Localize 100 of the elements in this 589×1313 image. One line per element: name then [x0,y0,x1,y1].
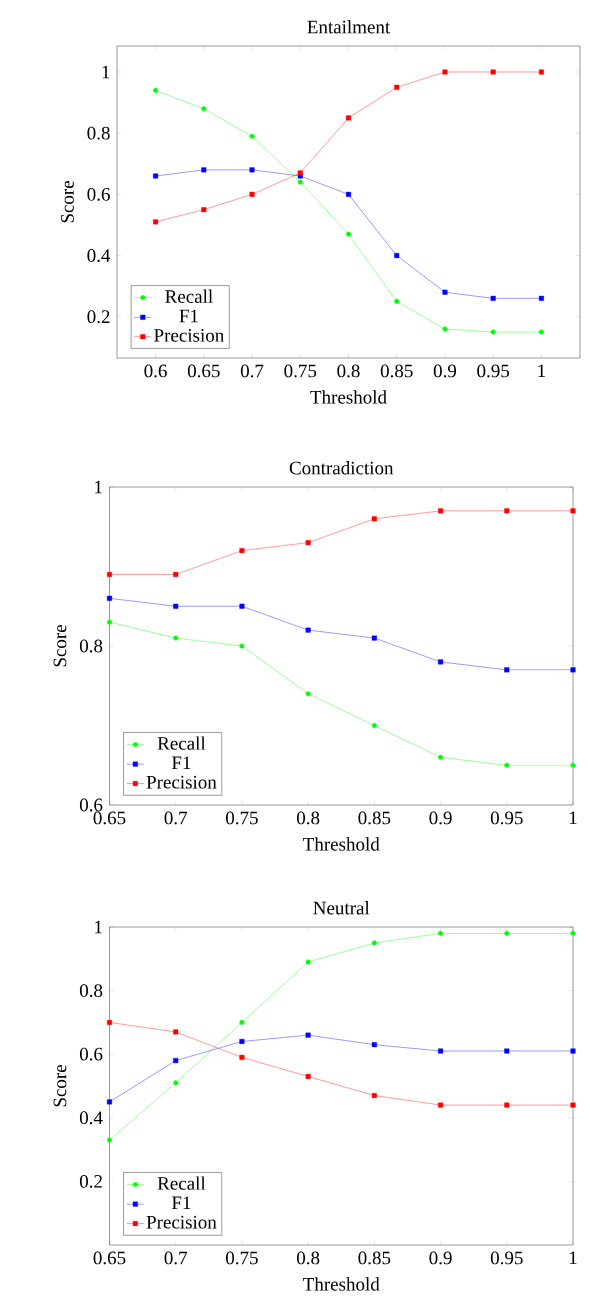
y-tick-label: 0.6 [79,1047,103,1061]
point [305,540,311,546]
point [107,1019,112,1025]
chart-title: Neutral [313,901,370,915]
point [438,754,444,760]
point [371,723,377,729]
point [305,691,311,697]
point [346,231,351,237]
point [173,1058,179,1064]
point [239,1054,245,1060]
y-tick-label: 0.8 [79,984,103,998]
point [504,1048,510,1054]
point [538,69,544,75]
point [504,508,510,514]
y-axis-title: Score [61,181,74,223]
point [490,329,496,335]
point [305,1032,311,1038]
legend-label: Precision [146,1215,217,1229]
x-tick-label: 0.8 [296,811,320,825]
point [438,1048,444,1054]
point [504,667,510,673]
point [305,627,311,633]
x-tick-label: 1 [538,364,546,378]
y-tick-label: 0.8 [87,126,110,140]
point [173,1080,179,1086]
point [538,329,544,335]
x-tick-label: 0.65 [93,1251,126,1265]
point [538,295,544,301]
legend-label: F1 [179,309,198,323]
point [239,1038,245,1044]
y-tick-label: 0.8 [79,639,103,653]
point [107,595,112,601]
point [239,603,245,609]
x-tick-label: 0.9 [433,364,457,378]
point [239,548,245,554]
x-tick-label: 0.95 [477,364,510,378]
point [305,959,311,965]
x-tick-label: 0.65 [187,364,220,378]
point [297,179,303,185]
point [570,508,576,514]
point [442,289,448,295]
point [153,173,159,179]
y-tick-label: 0.4 [87,249,111,262]
legend-label: Recall [157,1176,206,1190]
point [249,133,255,139]
point [201,167,207,173]
point [442,326,448,332]
point [107,1137,112,1143]
y-tick-label: 0.4 [79,1111,103,1125]
x-tick-label: 0.75 [226,1251,258,1265]
point [201,106,207,112]
point [371,635,377,641]
x-tick-label: 0.85 [380,364,413,378]
point [394,253,400,259]
point [107,619,112,625]
chart-title: Contradiction [289,461,394,475]
point [239,643,245,649]
point [438,659,444,665]
y-tick-label: 1 [95,480,102,494]
legend-label: Precision [154,329,224,342]
x-tick-label: 1 [569,811,577,825]
point [107,571,112,577]
point [570,930,576,936]
x-tick-label: 0.95 [490,1251,523,1265]
x-axis-title: Threshold [303,837,380,851]
x-tick-label: 0.9 [429,811,452,825]
legend-label: Precision [146,775,217,789]
point [438,930,444,936]
y-tick-label: 0.6 [79,798,103,812]
legend-label: F1 [171,1196,191,1209]
x-tick-label: 0.9 [429,1251,452,1265]
x-tick-label: 0.8 [337,364,360,378]
point [371,516,377,522]
y-tick-label: 1 [102,65,110,79]
legend-label: Recall [165,289,213,303]
point [371,1042,377,1048]
point [438,1102,444,1108]
point [173,603,179,609]
x-tick-label: 0.75 [284,364,317,378]
point [107,1099,112,1105]
point [438,508,444,514]
y-axis-title: Score [53,1065,67,1107]
y-tick-label: 0.2 [79,1174,102,1188]
chart-title: Entailment [307,20,391,34]
x-tick-label: 0.7 [164,1251,188,1265]
y-axis-title: Score [53,625,67,667]
y-tick-label: 0.2 [87,310,110,324]
point [442,69,448,75]
point [201,207,207,213]
point [490,295,496,301]
legend-label: F1 [171,756,191,769]
point [153,87,159,93]
point [346,115,351,121]
x-tick-label: 1 [569,1251,577,1265]
y-tick-label: 0.6 [87,187,110,201]
x-tick-label: 0.95 [490,811,523,825]
x-tick-label: 0.75 [226,811,258,825]
point [239,1019,245,1025]
x-tick-label: 0.85 [358,1251,391,1265]
point [371,1093,377,1099]
